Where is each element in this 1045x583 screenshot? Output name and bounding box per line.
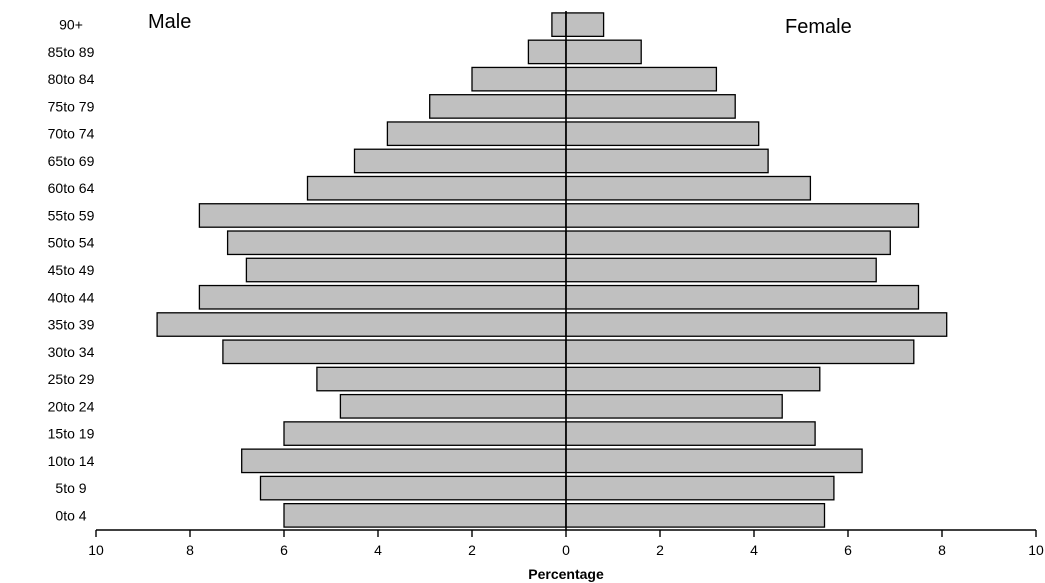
female-bar [565, 284, 920, 310]
x-tick-label: 2 [468, 542, 476, 558]
x-tick-label: 8 [938, 542, 946, 558]
x-tick-label: 6 [280, 542, 288, 558]
x-tick-label: 0 [562, 542, 570, 558]
female-bar [565, 312, 948, 337]
age-group-label: 75to 79 [48, 98, 95, 114]
male-bar [429, 94, 567, 119]
female-bar [565, 339, 915, 365]
age-group-label: 50to 54 [48, 235, 95, 251]
x-tick-label: 10 [1028, 542, 1044, 558]
age-group-label: 15to 19 [48, 426, 95, 442]
female-bar [565, 121, 760, 147]
age-group-label: 60to 64 [48, 180, 95, 196]
x-tick-label: 6 [844, 542, 852, 558]
male-bar [226, 230, 567, 256]
x-tick-label: 2 [656, 542, 664, 558]
male-bar [316, 366, 567, 392]
x-tick-label: 10 [88, 542, 104, 558]
male-bar [283, 421, 567, 446]
age-group-labels: 90+ 85to 89 80to 84 75to 79 70to 74 65to 69 60… [48, 17, 95, 524]
x-tick-label: 8 [186, 542, 194, 558]
age-group-label: 55to 59 [48, 207, 95, 223]
bars-group [156, 12, 948, 528]
female-bar [565, 475, 835, 501]
male-series-label: Male [148, 11, 191, 33]
female-bar [565, 257, 877, 283]
female-series-label: Female [785, 16, 852, 38]
male-bar [156, 312, 567, 337]
x-tick-label: 4 [374, 542, 382, 558]
male-bar [198, 203, 567, 228]
age-group-label: 10to 14 [48, 453, 95, 469]
male-bar [241, 448, 567, 474]
female-bar [565, 94, 736, 119]
age-group-label: 90+ [59, 17, 83, 33]
age-group-label: 25to 29 [48, 371, 95, 387]
age-group-label: 70to 74 [48, 126, 95, 142]
male-bar [306, 175, 567, 201]
male-bar [386, 121, 567, 147]
x-tick-label: 4 [750, 542, 758, 558]
female-bar [565, 502, 826, 528]
male-bar [259, 475, 567, 501]
age-group-label: 65to 69 [48, 153, 95, 169]
female-bar [565, 66, 718, 92]
male-bar [198, 284, 567, 310]
age-group-label: 85to 89 [48, 44, 95, 60]
female-bar [565, 203, 920, 228]
male-bar [527, 39, 567, 65]
x-axis-title: Percentage [528, 566, 604, 582]
age-group-label: 40to 44 [48, 289, 95, 305]
male-bar [222, 339, 567, 365]
age-group-label: 30to 34 [48, 344, 95, 360]
age-group-label: 20to 24 [48, 398, 95, 414]
female-bar [565, 175, 812, 201]
female-bar [565, 12, 605, 38]
male-bar [339, 393, 567, 419]
x-axis: 10 8 6 4 2 0 2 4 6 8 10 [88, 529, 1044, 558]
female-bar [565, 366, 821, 392]
male-bar [245, 257, 567, 283]
male-bar [353, 148, 567, 174]
male-bar [283, 502, 567, 528]
female-bar [565, 230, 891, 256]
female-bar [565, 421, 816, 446]
female-bar [565, 39, 642, 65]
female-bar [565, 393, 783, 419]
male-bar [551, 12, 567, 38]
age-group-label: 0to 4 [55, 507, 86, 523]
age-group-label: 5to 9 [55, 480, 86, 496]
female-bar [565, 148, 769, 174]
female-bar [565, 448, 863, 474]
age-group-label: 35to 39 [48, 317, 95, 333]
male-bar [471, 66, 567, 92]
age-group-label: 45to 49 [48, 262, 95, 278]
age-group-label: 80to 84 [48, 71, 95, 87]
